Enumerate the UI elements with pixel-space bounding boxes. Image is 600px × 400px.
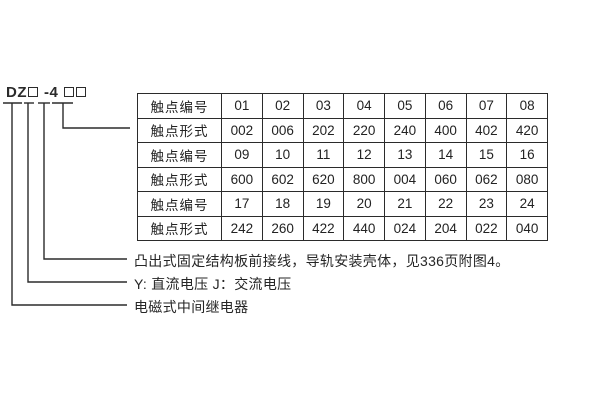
note-relay-type: 电磁式中间继电器 xyxy=(134,299,249,315)
row-label: 触点编号 xyxy=(137,142,222,168)
table-cell: 620 xyxy=(302,166,345,192)
table-cell: 07 xyxy=(465,93,508,119)
contact-table-body: 触点编号 01 02 03 04 05 06 07 08 触点形式 002 00… xyxy=(137,93,548,241)
table-row: 触点形式 242 260 422 440 024 204 022 040 xyxy=(137,215,548,241)
table-cell: 402 xyxy=(465,117,508,143)
table-cell: 204 xyxy=(424,215,467,241)
table-cell: 006 xyxy=(261,117,304,143)
table-row: 触点编号 01 02 03 04 05 06 07 08 xyxy=(137,93,548,119)
table-cell: 17 xyxy=(221,191,263,217)
leader-note-structure xyxy=(43,103,127,260)
note-voltage-type: Y: 直流电压 J：交流电压 xyxy=(134,276,292,292)
leader-note-relay xyxy=(11,103,127,306)
table-cell: 12 xyxy=(343,142,385,168)
leader-contact-table xyxy=(62,103,130,129)
table-cell: 23 xyxy=(465,191,508,217)
table-cell: 060 xyxy=(424,166,467,192)
row-label: 触点形式 xyxy=(137,117,222,143)
table-cell: 024 xyxy=(384,215,426,241)
table-cell: 22 xyxy=(424,191,467,217)
table-cell: 21 xyxy=(384,191,426,217)
table-cell: 220 xyxy=(343,117,385,143)
table-cell: 600 xyxy=(221,166,263,192)
table-cell: 202 xyxy=(302,117,345,143)
table-cell: 002 xyxy=(221,117,263,143)
model-designation: DZ -4 xyxy=(6,84,87,102)
table-cell: 01 xyxy=(221,93,263,119)
placeholder-box-3 xyxy=(76,87,87,97)
table-cell: 11 xyxy=(302,142,345,168)
model-series: -4 xyxy=(44,84,59,101)
table-cell: 602 xyxy=(261,166,304,192)
table-cell: 022 xyxy=(465,215,508,241)
table-cell: 242 xyxy=(221,215,263,241)
contact-table: 触点编号 01 02 03 04 05 06 07 08 触点形式 002 00… xyxy=(137,93,548,241)
table-cell: 040 xyxy=(506,215,548,241)
table-cell: 08 xyxy=(506,93,548,119)
table-row: 触点编号 09 10 11 12 13 14 15 16 xyxy=(137,142,548,168)
table-cell: 14 xyxy=(424,142,467,168)
table-cell: 062 xyxy=(465,166,508,192)
table-cell: 420 xyxy=(506,117,548,143)
table-cell: 05 xyxy=(384,93,426,119)
table-cell: 03 xyxy=(302,93,345,119)
table-cell: 13 xyxy=(384,142,426,168)
table-cell: 240 xyxy=(384,117,426,143)
row-label: 触点形式 xyxy=(137,215,222,241)
table-cell: 20 xyxy=(343,191,385,217)
note-structure-mounting: 凸出式固定结构板前接线，导轨安装壳体，见336页附图4。 xyxy=(134,253,510,269)
table-cell: 19 xyxy=(302,191,345,217)
table-cell: 080 xyxy=(506,166,548,192)
table-cell: 260 xyxy=(261,215,304,241)
table-cell: 02 xyxy=(261,93,304,119)
table-cell: 16 xyxy=(506,142,548,168)
table-cell: 10 xyxy=(261,142,304,168)
table-cell: 800 xyxy=(343,166,385,192)
table-cell: 422 xyxy=(302,215,345,241)
table-cell: 24 xyxy=(506,191,548,217)
table-row: 触点形式 600 602 620 800 004 060 062 080 xyxy=(137,166,548,192)
placeholder-box-2 xyxy=(64,87,75,97)
table-row: 触点形式 002 006 202 220 240 400 402 420 xyxy=(137,117,548,143)
row-label: 触点编号 xyxy=(137,191,222,217)
table-cell: 004 xyxy=(384,166,426,192)
model-prefix: DZ xyxy=(6,84,27,101)
table-cell: 15 xyxy=(465,142,508,168)
table-cell: 440 xyxy=(343,215,385,241)
leader-note-voltage xyxy=(27,103,127,283)
placeholder-box-1 xyxy=(28,87,38,97)
table-cell: 06 xyxy=(424,93,467,119)
table-row: 触点编号 17 18 19 20 21 22 23 24 xyxy=(137,191,548,217)
row-label: 触点形式 xyxy=(137,166,222,192)
table-cell: 18 xyxy=(261,191,304,217)
table-cell: 04 xyxy=(343,93,385,119)
table-cell: 400 xyxy=(424,117,467,143)
row-label: 触点编号 xyxy=(137,93,222,119)
table-cell: 09 xyxy=(221,142,263,168)
